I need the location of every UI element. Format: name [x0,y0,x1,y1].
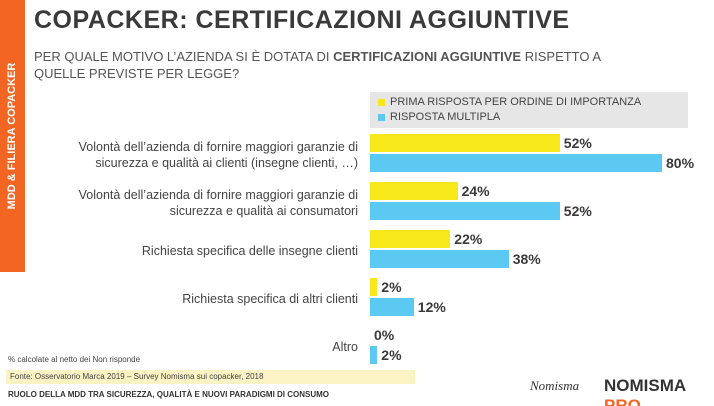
value-label: 12% [417,299,446,315]
value-label: 2% [381,279,402,295]
logo-text: PRO [604,396,641,406]
source: Fonte: Osservatorio Marca 2019 – Survey … [6,370,415,384]
legend-swatch [378,98,385,106]
logo-text: NOMISMA [604,376,686,395]
legend: PRIMA RISPOSTA PER ORDINE DI IMPORTANZA R… [370,92,688,128]
bar [370,250,509,268]
value-label: 2% [381,347,402,363]
subtitle-text: PER QUALE MOTIVO L’AZIENDA SI È DOTATA D… [34,49,334,64]
footer: RUOLO DELLA MDD TRA SICUREZZA, QUALITÀ E… [8,390,330,399]
value-label: 24% [461,183,490,199]
bar [370,298,414,316]
category-label: Richiesta specifica di altri clienti [182,292,358,306]
value-label: 0% [374,327,395,343]
bar [370,134,560,152]
logo: NOMISMA PRO [604,376,714,406]
sidebar: MDD & FILIERA COPACKER [0,0,25,272]
category-label: Volontà dell’azienda di fornire maggiori… [78,188,358,218]
footnote: % calcolate al netto dei Non risponde [8,355,141,364]
bar [370,182,458,200]
chart-title: COPACKER: CERTIFICAZIONI AGGIUNTIVE [34,6,570,34]
logo: Nomisma [530,378,580,393]
legend-swatch [378,113,385,121]
value-label: 80% [666,155,695,171]
subtitle-bold: CERTIFICAZIONI AGGIUNTIVE [333,49,522,64]
category-label: Volontà dell’azienda di fornire maggiori… [78,140,358,170]
legend-item: RISPOSTA MULTIPLA [378,111,500,123]
bar [370,278,378,296]
legend-label: RISPOSTA MULTIPLA [390,111,501,123]
subtitle: PER QUALE MOTIVO L’AZIENDA SI È DOTATA D… [34,48,634,82]
value-label: 52% [563,203,592,219]
bar [370,154,662,172]
legend-label: PRIMA RISPOSTA PER ORDINE DI IMPORTANZA [390,96,642,108]
sidebar-text: MDD & FILIERA COPACKER [6,62,18,210]
category-label: Altro [332,340,358,354]
bar [370,346,378,364]
bar [370,230,451,248]
subtitle-text: RISPETTO A QUELLE PREVISTE PER LEGGE? [34,49,601,81]
category-label: Richiesta specifica delle insegne client… [141,244,358,258]
legend-item: PRIMA RISPOSTA PER ORDINE DI IMPORTANZA [378,96,641,108]
value-label: 22% [454,231,483,247]
bar [370,202,560,220]
value-label: 38% [512,251,541,267]
value-label: 52% [563,135,592,151]
